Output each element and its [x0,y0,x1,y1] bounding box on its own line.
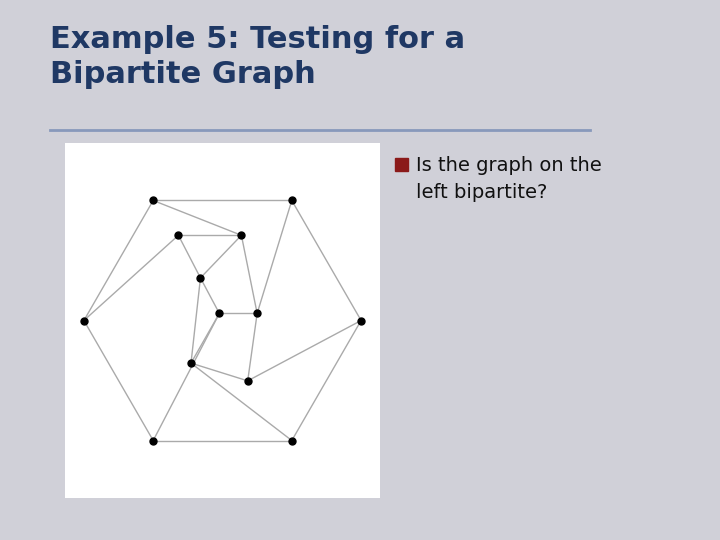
Bar [395,158,408,171]
Text: Is the graph on the
left bipartite?: Is the graph on the left bipartite? [416,156,602,201]
Bar [65,143,380,498]
Text: Example 5: Testing for a
Bipartite Graph: Example 5: Testing for a Bipartite Graph [50,25,465,89]
